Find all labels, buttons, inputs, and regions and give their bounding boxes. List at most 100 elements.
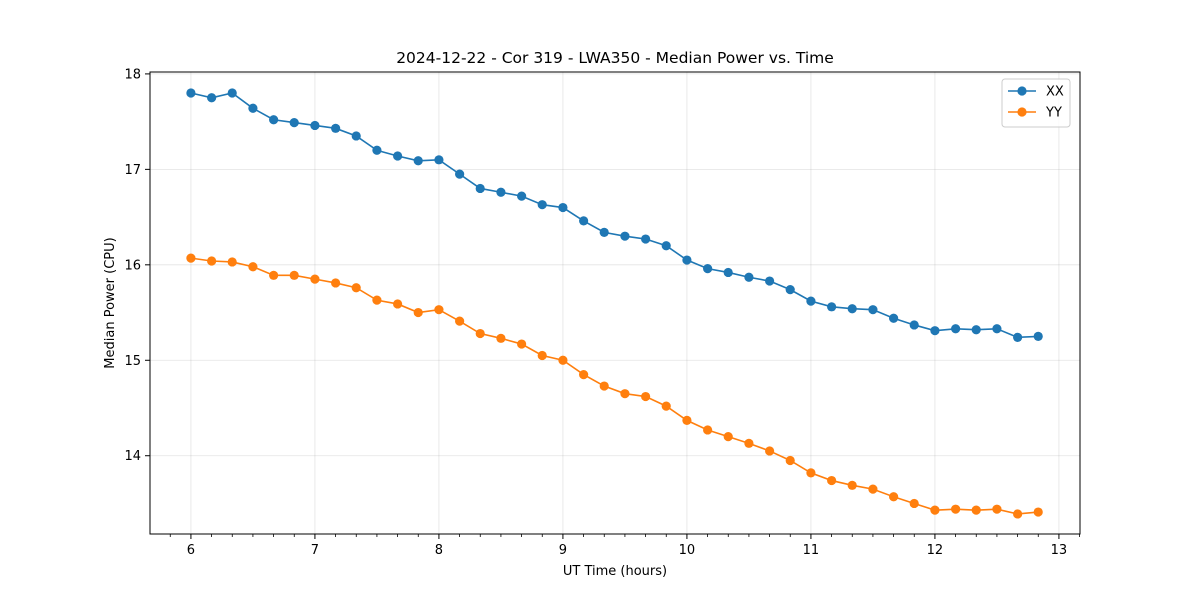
data-point-yy [827, 475, 837, 486]
data-point-xx [827, 302, 837, 312]
y-tick-label: 18 [124, 67, 141, 82]
data-point-yy [455, 316, 465, 326]
data-point-xx [868, 305, 878, 315]
data-point-xx [1013, 332, 1023, 342]
data-point-xx [971, 325, 981, 335]
data-point-yy [889, 492, 899, 502]
data-point-xx [723, 267, 733, 278]
data-point-yy [868, 484, 878, 494]
data-point-yy [992, 504, 1002, 514]
y-tick-label: 16 [124, 258, 141, 273]
plot-area-frame [149, 71, 1081, 535]
data-point-xx [434, 155, 444, 165]
grid-lines [150, 72, 1080, 534]
data-point-xx [455, 169, 465, 179]
data-series [186, 88, 1043, 519]
data-point-yy [682, 415, 692, 426]
data-point-xx [186, 88, 196, 98]
data-point-yy [703, 425, 713, 435]
data-point-xx [393, 151, 403, 161]
data-point-yy [765, 446, 775, 456]
data-point-xx [620, 231, 630, 241]
data-point-yy [248, 262, 258, 272]
data-point-yy [537, 350, 547, 361]
data-point-yy [331, 278, 341, 288]
x-tick-label: 8 [435, 543, 443, 558]
series-yy [186, 253, 1043, 519]
data-point-xx [641, 234, 651, 244]
data-point-yy [661, 401, 671, 411]
data-point-xx [765, 276, 775, 286]
legend-swatch-marker [1017, 86, 1027, 96]
data-point-yy [434, 305, 444, 315]
data-point-yy [310, 274, 320, 284]
legend: XX YY [1001, 78, 1071, 128]
data-point-yy [269, 270, 279, 280]
data-point-yy [599, 381, 609, 391]
data-point-yy [641, 391, 651, 402]
data-point-xx [310, 120, 320, 131]
data-point-xx [496, 187, 506, 197]
data-point-yy [496, 333, 506, 343]
data-point-yy [847, 480, 857, 490]
x-tick-label: 7 [311, 543, 319, 558]
data-point-yy [1033, 507, 1043, 517]
data-point-xx [951, 324, 961, 334]
legend-label: YY [1045, 106, 1062, 121]
data-point-xx [351, 131, 361, 141]
data-point-xx [558, 202, 568, 213]
x-axis-title: UT Time (hours) [563, 564, 667, 579]
data-point-yy [579, 369, 589, 380]
data-point-yy [744, 438, 754, 448]
data-point-xx [269, 115, 279, 125]
y-tick-label: 14 [124, 449, 141, 464]
x-tick-label: 11 [803, 543, 820, 558]
data-point-xx [537, 200, 547, 210]
x-tick-label: 6 [187, 543, 195, 558]
data-point-xx [682, 255, 692, 265]
series-xx [186, 88, 1043, 342]
legend-item-xx: XX [1008, 85, 1064, 100]
data-point-xx [289, 117, 299, 128]
data-point-xx [207, 93, 217, 103]
data-point-xx [517, 191, 527, 201]
legend-swatch-marker [1017, 107, 1027, 117]
y-axis-title: Median Power (CPU) [103, 237, 118, 368]
data-point-yy [806, 468, 816, 478]
data-point-yy [289, 270, 299, 280]
data-point-xx [744, 272, 754, 282]
data-point-yy [517, 339, 527, 349]
data-point-yy [207, 256, 217, 266]
data-point-yy [227, 257, 237, 267]
legend-label: XX [1046, 85, 1064, 100]
data-point-yy [372, 295, 382, 305]
data-point-yy [971, 505, 981, 515]
data-point-yy [413, 307, 423, 318]
data-point-xx [372, 145, 382, 155]
data-point-xx [992, 324, 1002, 334]
data-point-yy [785, 455, 795, 466]
data-point-xx [331, 123, 341, 133]
data-point-xx [909, 320, 919, 330]
data-point-yy [723, 432, 733, 442]
x-tick-label: 12 [927, 543, 944, 558]
data-point-xx [475, 183, 485, 194]
y-tick-label: 17 [124, 163, 141, 178]
data-point-yy [930, 505, 940, 515]
axes: 6 7 8 9 10 11 12 13 14 15 16 17 18 [124, 67, 1080, 558]
x-tick-label: 10 [679, 543, 696, 558]
data-point-xx [703, 264, 713, 274]
data-point-yy [909, 498, 919, 509]
data-point-yy [620, 389, 630, 399]
data-point-xx [661, 241, 671, 251]
data-point-yy [351, 283, 361, 293]
y-tick-label: 15 [124, 354, 141, 369]
data-point-xx [889, 313, 899, 323]
data-point-xx [930, 326, 940, 336]
data-point-yy [951, 504, 961, 514]
data-point-xx [413, 156, 423, 166]
x-tick-label: 9 [559, 543, 567, 558]
data-point-yy [558, 355, 568, 365]
